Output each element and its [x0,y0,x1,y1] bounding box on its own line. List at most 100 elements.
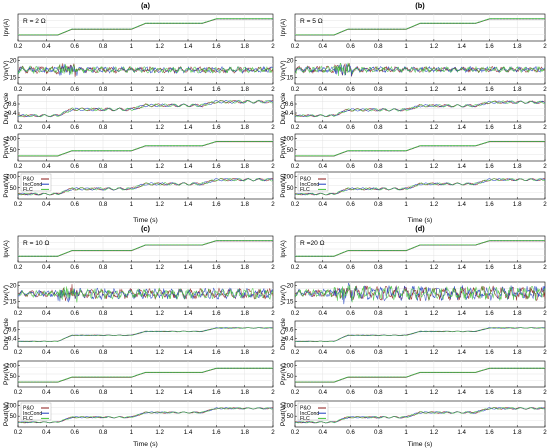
x-tick-label: 0.2 [291,86,300,93]
x-tick-label: 0.6 [346,264,355,271]
series-flc-line [17,407,274,424]
x-tick-label: 1.6 [485,163,494,170]
x-tick-label: 1.8 [240,124,249,131]
x-tick-label: 1.8 [240,201,249,208]
y-axis-label: Pout(W) [280,173,287,197]
x-tick-label: 0.8 [99,43,108,50]
chart-c: (c)Ipv(A) R = 10 Ω0.2 0.4 0.6 0.8 1 1.2 1.4 1.6 1… [3,224,275,448]
y-tick-label: 15 [287,299,294,306]
x-tick-label: 1.4 [457,389,466,396]
x-tick-label: 0.6 [70,389,79,396]
x-tick-label: 1.4 [457,86,466,93]
chart-title: (d) [415,224,425,233]
x-tick-label: 0.8 [99,124,108,131]
x-tick-label: 0.4 [42,310,51,317]
x-tick-label: 2 [271,86,275,93]
x-tick-label: 2 [543,124,547,131]
y-tick-label: 100 [283,402,294,409]
x-tick-label: 0.6 [346,43,355,50]
x-tick-label: 1 [130,86,134,93]
y-axis-label: Pout(W) [3,402,10,426]
x-tick-label: 0.8 [99,310,108,317]
x-tick-label: 1.8 [513,124,522,131]
x-tick-label: 1.2 [155,124,164,131]
x-tick-label: 0.6 [70,264,79,271]
x-tick-label: 0.4 [42,264,51,271]
x-tick-label: 1.4 [184,201,193,208]
x-tick-label: 1 [404,264,408,271]
x-tick-label: 0.2 [291,43,300,50]
series-flc-line [17,99,274,118]
x-tick-label: 1 [130,201,134,208]
y-axis-label: Ppv(W) [280,363,287,385]
x-tick-label: 1 [130,310,134,317]
x-tick-label: 0.6 [70,43,79,50]
x-tick-label: 1 [130,163,134,170]
legend-label: IncCond [23,182,42,188]
x-tick-label: 1.2 [155,310,164,317]
x-tick-label: 1 [130,349,134,356]
x-tick-label: 0.8 [99,389,108,396]
x-tick-label: 1 [130,429,134,436]
legend-label: FLC [23,416,33,422]
x-tick-label: 0.6 [70,124,79,131]
series-flc-line [294,178,546,196]
chart-b: (b) Ipv(A) R = 5 Ω 0.2 0.4 0.6 0.8 1 1.2 1.4 1.6 1.… [280,1,547,224]
series-inccond-line [294,100,546,118]
x-tick-label: 1.8 [240,86,249,93]
x-tick-label: 1.4 [184,43,193,50]
x-tick-label: 0.2 [14,429,23,436]
legend-label: P&O [23,177,34,183]
legend-label: IncCond [300,182,319,188]
x-tick-label: 0.4 [318,43,327,50]
y-tick-label: 100 [6,402,17,409]
x-tick-label: 0.2 [14,264,23,271]
x-tick-label: 1.8 [240,429,249,436]
x-tick-label: 0.8 [374,201,383,208]
y-tick-label: 100 [283,136,294,143]
x-tick-label: 1.6 [212,163,221,170]
x-tick-label: 1.8 [240,389,249,396]
chart-d: (d)Ipv(A) R =20 Ω0.2 0.4 0.6 0.8 1 1.2 1.4 1.6 1.… [280,224,547,448]
legend-label: IncCond [300,411,319,417]
y-tick-label: 0.4 [8,335,17,342]
y-axis-label: Vpv(V) [280,285,287,305]
legend-label: FLC [300,416,310,422]
x-tick-label: 1.6 [212,124,221,131]
x-tick-label: 1.8 [240,43,249,50]
y-axis-label: Pout(W) [3,173,10,197]
x-tick-label: 1.2 [430,43,439,50]
series-flc-line [18,327,273,342]
panel-ipva: Ipv(A) R = 2 Ω 0.2 0.4 0.6 0.8 1 1.2 1.4 1.6 1.8 2 [3,13,275,50]
x-tick-label: 2 [543,349,547,356]
x-tick-label: 1 [404,43,408,50]
series-inccond-line [295,178,546,196]
y-axis-label: Ppv(W) [3,137,10,159]
x-tick-label: 0.2 [14,43,23,50]
x-tick-label: 1.6 [485,264,494,271]
x-tick-label: 0.8 [99,201,108,208]
y-tick-label: 100 [283,362,294,369]
x-tick-label: 1.2 [430,201,439,208]
x-tick-label: 1.6 [212,43,221,50]
chart-title: (a) [141,1,151,10]
y-axis-label: Ipv(A) [3,240,10,258]
x-tick-label: 1.2 [430,310,439,317]
x-tick-label: 1 [404,349,408,356]
x-tick-label: 0.6 [70,201,79,208]
y-axis-label: Ipv(A) [3,19,10,37]
x-tick-label: 1.4 [184,264,193,271]
x-tick-label: 1.6 [485,349,494,356]
x-tick-label: 1.6 [485,43,494,50]
x-tick-label: 1.8 [513,264,522,271]
y-tick-label: 0.6 [8,327,17,334]
series-flc-line [294,100,546,118]
x-tick-label: 1 [404,86,408,93]
